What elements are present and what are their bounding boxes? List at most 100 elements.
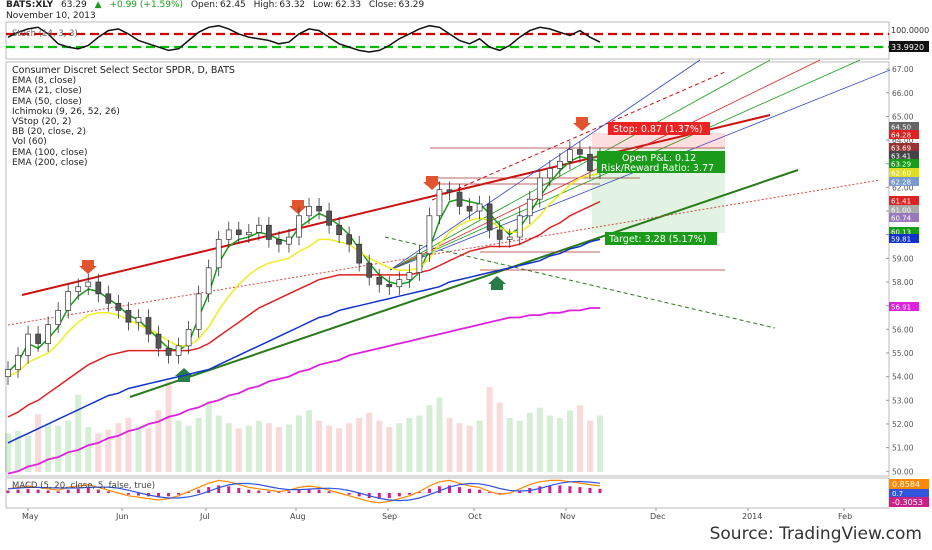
legend-line-3[interactable]: EMA (50, close) [12, 96, 82, 107]
macd-hist-bar-16 [167, 493, 171, 497]
macd-hist-bar-43 [437, 486, 441, 493]
macd-hist-bar-59 [598, 488, 602, 493]
legend-line-7[interactable]: Vol (60) [12, 137, 47, 148]
candle-body-57 [577, 149, 583, 155]
macd-hist-bar-40 [407, 493, 411, 495]
candle-body-42 [426, 215, 433, 254]
candle-body-14 [145, 317, 152, 335]
macd-hist-bar-44 [447, 485, 451, 493]
x-tick-label-1: Jun [115, 512, 129, 521]
macd-hist-bar-9 [96, 489, 100, 493]
volume-bar-23 [235, 428, 242, 472]
candle-body-4 [45, 324, 51, 344]
price-badge-label-2: 63.69 [891, 145, 911, 153]
price-badge-label-5: 62.60 [891, 170, 911, 178]
macd-hist-bar-31 [317, 489, 321, 493]
macd-hist-bar-57 [578, 487, 582, 493]
macd-hist-bar-29 [297, 489, 301, 493]
candle-body-41 [416, 253, 423, 273]
macd-hist-bar-12 [126, 493, 130, 495]
chart-date: November 10, 2013 [6, 11, 96, 21]
legend-line-9[interactable]: EMA (200, close) [12, 157, 88, 168]
volume-bar-31 [316, 420, 323, 472]
volume-bar-43 [436, 397, 443, 472]
candle-body-38 [386, 284, 393, 288]
macd-line [7, 479, 601, 504]
macd-signal-line [7, 480, 601, 502]
symbol-label[interactable]: BATS:XLY [6, 0, 54, 10]
macd-hist-bar-24 [247, 489, 251, 493]
volume-bar-52 [526, 412, 533, 472]
x-tick-label-6: Nov [560, 512, 576, 521]
macd-hist-bar-7 [76, 488, 80, 493]
x-tick-label-4: Sep [382, 512, 397, 521]
legend-line-2[interactable]: EMA (21, close) [12, 86, 82, 97]
candle-body-11 [115, 302, 122, 311]
y-tick-label-16: 66.00 [892, 89, 914, 98]
source-credit[interactable]: Source: TradingView.com [709, 524, 922, 544]
volume-bar-51 [516, 420, 523, 472]
stoch-level-current: 33.9920 [891, 43, 924, 52]
stoch-label[interactable]: Stoch (14, 3, 3) [12, 29, 78, 39]
target-box[interactable] [605, 232, 717, 245]
rr-text: Risk/Reward Ratio: 3.77 [601, 163, 714, 174]
series-line-1 [7, 172, 601, 378]
legend-line-5[interactable]: VStop (20, 2) [12, 117, 72, 128]
candle-body-48 [486, 203, 493, 231]
stop-box[interactable] [608, 122, 710, 135]
macd-hist-bar-53 [538, 486, 542, 493]
macd-hist-bar-35 [357, 493, 361, 497]
legend-line-0[interactable]: Consumer Discret Select Sector SPDR, D, … [12, 65, 235, 76]
price-badge-9 [889, 213, 919, 222]
macd-label[interactable]: MACD (5, 20, close, 5, false, true) [12, 481, 155, 491]
legend-line-6[interactable]: BB (20, close, 2) [12, 127, 87, 138]
price-badge-label-12: 56.91 [891, 304, 911, 312]
macd-hist-bar-10 [106, 491, 110, 493]
macd-hist-bar-19 [197, 489, 201, 493]
volume-bar-30 [306, 410, 313, 472]
macd-hist-bar-15 [157, 493, 161, 498]
candle-body-36 [366, 262, 373, 278]
candle-body-35 [356, 243, 363, 264]
candle-body-51 [516, 215, 523, 238]
volume-bar-2 [25, 436, 32, 472]
volume-bar-14 [145, 428, 152, 472]
volume-bar-58 [586, 420, 593, 472]
macd-hist-bar-1 [16, 489, 20, 493]
y-tick-label-8: 58.00 [892, 278, 914, 287]
legend-line-4[interactable]: Ichimoku (9, 26, 52, 26) [12, 106, 120, 117]
pnl-box[interactable] [597, 151, 725, 173]
volume-bar-9 [95, 433, 102, 472]
macd-hist-bar-45 [458, 487, 462, 493]
y-tick-label-12: 62.00 [892, 183, 914, 192]
price-badge-label-3: 63.41 [891, 153, 911, 161]
candle-body-9 [95, 281, 102, 295]
price-badge-12 [889, 302, 919, 311]
price-badge-label-7: 61.41 [891, 198, 911, 206]
macd-hist-bar-42 [427, 488, 431, 493]
candle-body-49 [496, 229, 503, 240]
volume-bar-32 [326, 425, 333, 472]
price-badge-label-0: 64.50 [891, 124, 911, 132]
macd-hist-bar-37 [377, 493, 381, 499]
candle-body-40 [406, 272, 413, 280]
x-tick-label-8: 2014 [742, 512, 762, 521]
macd-hist-bar-23 [237, 487, 241, 493]
macd-hist-bar-21 [217, 485, 221, 493]
candle-body-28 [286, 236, 292, 245]
price-badge-label-8: 61.00 [891, 207, 911, 215]
volume-bar-1 [15, 430, 22, 472]
candle-body-15 [155, 333, 162, 349]
candle-body-50 [506, 236, 513, 240]
volume-bar-18 [185, 425, 192, 472]
volume-bar-50 [506, 418, 513, 472]
macd-hist-bar-28 [287, 491, 291, 493]
volume-bar-8 [85, 427, 92, 472]
macd-hist-bar-3 [36, 489, 40, 493]
legend-line-1[interactable]: EMA (8, close) [12, 76, 77, 87]
legend-line-8[interactable]: EMA (100, close) [12, 147, 88, 158]
volume-bar-56 [566, 410, 573, 472]
open-value: 62.45 [220, 0, 246, 10]
price-badge-label-1: 64.28 [891, 132, 911, 140]
